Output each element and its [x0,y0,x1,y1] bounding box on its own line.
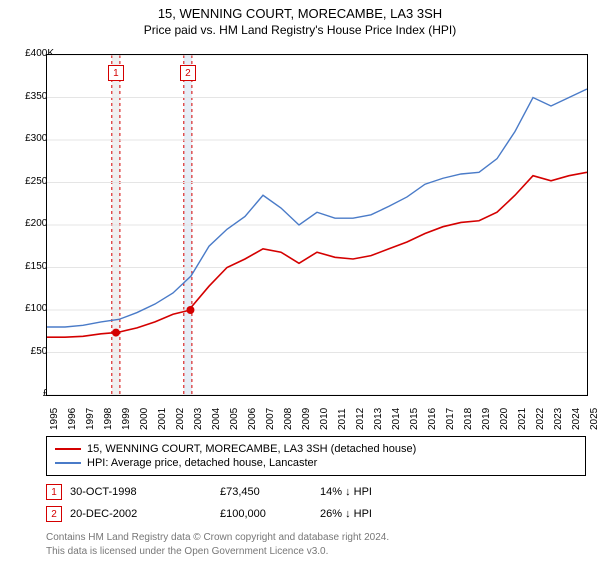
legend-item-price-paid: 15, WENNING COURT, MORECAMBE, LA3 3SH (d… [55,443,577,455]
x-tick-label: 2013 [373,408,384,430]
x-tick-label: 2001 [157,408,168,430]
sale-hpi-diff: 14% ↓ HPI [320,486,420,498]
sale-badge: 2 [46,506,62,522]
x-tick-label: 1995 [49,408,60,430]
x-tick-label: 2009 [301,408,312,430]
sale-date: 20-DEC-2002 [70,508,220,520]
footer-line-2: This data is licensed under the Open Gov… [46,546,586,557]
legend: 15, WENNING COURT, MORECAMBE, LA3 3SH (d… [46,436,586,476]
footer-line-1: Contains HM Land Registry data © Crown c… [46,532,586,543]
x-tick-label: 2023 [553,408,564,430]
sale-price: £73,450 [220,486,320,498]
page-title: 15, WENNING COURT, MORECAMBE, LA3 3SH [0,6,600,21]
legend-swatch [55,462,81,464]
x-tick-label: 2022 [535,408,546,430]
sale-date: 30-OCT-1998 [70,486,220,498]
x-tick-label: 2011 [337,408,348,430]
x-tick-label: 2000 [139,408,150,430]
sale-price: £100,000 [220,508,320,520]
x-tick-label: 1997 [85,408,96,430]
x-tick-label: 2018 [463,408,474,430]
x-tick-label: 2004 [211,408,222,430]
x-tick-label: 2024 [571,408,582,430]
x-tick-label: 2017 [445,408,456,430]
legend-label: HPI: Average price, detached house, Lanc… [87,457,317,469]
x-tick-label: 2008 [283,408,294,430]
page-subtitle: Price paid vs. HM Land Registry's House … [0,23,600,37]
sale-hpi-diff: 26% ↓ HPI [320,508,420,520]
x-tick-label: 2010 [319,408,330,430]
legend-label: 15, WENNING COURT, MORECAMBE, LA3 3SH (d… [87,443,416,455]
x-tick-label: 2015 [409,408,420,430]
x-tick-label: 1998 [103,408,114,430]
x-tick-label: 2005 [229,408,240,430]
sale-row-1: 1 30-OCT-1998 £73,450 14% ↓ HPI [46,484,586,500]
x-tick-label: 2006 [247,408,258,430]
chart-svg [47,55,587,395]
x-tick-label: 1996 [67,408,78,430]
x-tick-label: 2002 [175,408,186,430]
sale-row-2: 2 20-DEC-2002 £100,000 26% ↓ HPI [46,506,586,522]
x-tick-label: 2019 [481,408,492,430]
x-tick-label: 2025 [589,408,600,430]
x-tick-label: 2012 [355,408,366,430]
chart-badge: 2 [180,65,196,81]
price-chart: 12 [46,54,588,396]
x-tick-label: 1999 [121,408,132,430]
x-tick-label: 2020 [499,408,510,430]
x-tick-label: 2021 [517,408,528,430]
x-tick-label: 2003 [193,408,204,430]
x-tick-label: 2014 [391,408,402,430]
legend-item-hpi: HPI: Average price, detached house, Lanc… [55,457,577,469]
x-tick-label: 2007 [265,408,276,430]
legend-swatch [55,448,81,450]
sale-badge: 1 [46,484,62,500]
x-tick-label: 2016 [427,408,438,430]
root: 15, WENNING COURT, MORECAMBE, LA3 3SH Pr… [0,6,600,566]
chart-badge: 1 [108,65,124,81]
